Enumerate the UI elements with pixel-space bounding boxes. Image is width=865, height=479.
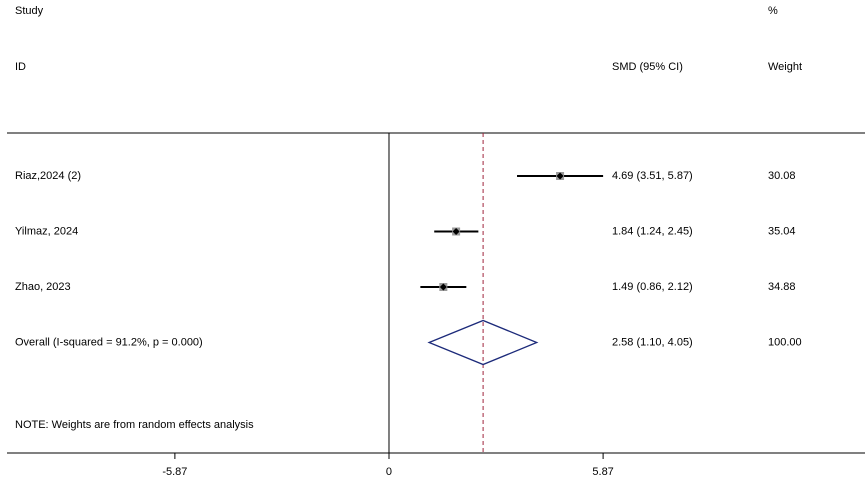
overall-effect-label: 2.58 (1.10, 4.05) — [612, 336, 693, 348]
point-estimate — [439, 283, 447, 291]
weight-label: 30.08 — [768, 170, 796, 182]
study-name: Zhao, 2023 — [15, 281, 71, 293]
study-name: Yilmaz, 2024 — [15, 225, 78, 237]
weight-label: 34.88 — [768, 281, 796, 293]
x-tick-label: 5.87 — [592, 466, 613, 478]
header-percent: % — [768, 5, 778, 17]
header-study: Study — [15, 5, 44, 17]
point-estimate — [452, 228, 460, 235]
point-estimate — [556, 172, 564, 180]
weight-label: 35.04 — [768, 225, 796, 237]
effect-label: 1.84 (1.24, 2.45) — [612, 225, 693, 237]
overall-name: Overall (I-squared = 91.2%, p = 0.000) — [15, 336, 203, 348]
effect-label: 1.49 (0.86, 2.12) — [612, 281, 693, 293]
overall-diamond — [427, 319, 539, 366]
header-effect: SMD (95% CI) — [612, 61, 683, 73]
x-tick-label: -5.87 — [162, 466, 187, 478]
header-id: ID — [15, 61, 26, 73]
x-tick-label: 0 — [386, 466, 392, 478]
note: NOTE: Weights are from random effects an… — [15, 419, 254, 431]
effect-label: 4.69 (3.51, 5.87) — [612, 170, 693, 182]
study-name: Riaz,2024 (2) — [15, 170, 81, 182]
header-weight: Weight — [768, 61, 802, 73]
overall-weight-label: 100.00 — [768, 336, 802, 348]
